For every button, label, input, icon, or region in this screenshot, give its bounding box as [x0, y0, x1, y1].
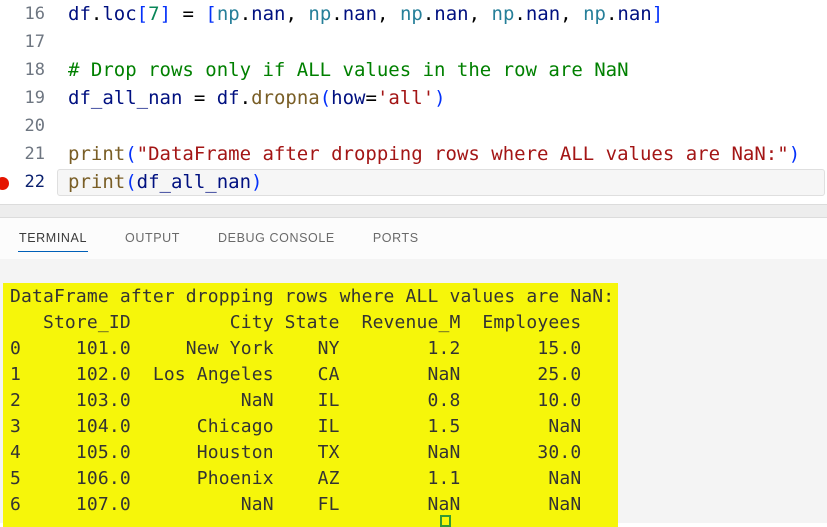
terminal-text: DataFrame after dropping rows where ALL … [10, 284, 614, 518]
code-text: print("DataFrame after dropping rows whe… [68, 143, 801, 165]
code-line-17[interactable]: 17 [0, 28, 827, 56]
current-line-highlight [57, 169, 825, 196]
code-line-21[interactable]: 21 print("DataFrame after dropping rows w… [0, 140, 827, 168]
terminal-line: 1 102.0 Los Angeles CA NaN 25.0 [10, 364, 582, 385]
line-number[interactable]: 19 [24, 88, 45, 108]
line-number[interactable]: 21 [24, 144, 45, 164]
code-text: # Drop rows only if ALL values in the ro… [68, 59, 629, 81]
terminal-cursor [440, 515, 451, 527]
tab-ports[interactable]: PORTS [372, 231, 419, 245]
editor-lines: 16 df.loc[7] = [np.nan, np.nan, np.nan, n… [0, 0, 827, 196]
terminal-selection-highlight [3, 283, 618, 527]
terminal-line: 5 106.0 Phoenix AZ 1.1 NaN [10, 468, 582, 489]
code-line-22[interactable]: 22 print(df_all_nan) [0, 168, 827, 196]
line-number[interactable]: 18 [24, 60, 45, 80]
code-line-18[interactable]: 18 # Drop rows only if ALL values in the … [0, 56, 827, 84]
code-text: df_all_nan = df.dropna(how='all') [68, 87, 446, 109]
code-text: print(df_all_nan) [68, 171, 263, 193]
tab-output[interactable]: OUTPUT [125, 231, 181, 245]
terminal-line: 6 107.0 NaN FL NaN NaN [10, 494, 582, 515]
terminal-line: 2 103.0 NaN IL 0.8 10.0 [10, 390, 582, 411]
line-number[interactable]: 17 [24, 32, 45, 52]
code-line-16[interactable]: 16 df.loc[7] = [np.nan, np.nan, np.nan, n… [0, 0, 827, 28]
terminal-line: 3 104.0 Chicago IL 1.5 NaN [10, 416, 582, 437]
terminal-line: Store_ID City State Revenue_M Employees [10, 312, 582, 333]
code-text: df.loc[7] = [np.nan, np.nan, np.nan, np.… [68, 3, 664, 25]
code-line-19[interactable]: 19 df_all_nan = df.dropna(how='all') [0, 84, 827, 112]
tab-terminal[interactable]: TERMINAL [18, 226, 89, 252]
tab-debug-console[interactable]: DEBUG CONSOLE [218, 231, 335, 245]
line-number[interactable]: 22 [24, 172, 45, 192]
code-editor[interactable]: 16 df.loc[7] = [np.nan, np.nan, np.nan, n… [0, 0, 827, 204]
editor-panel-divider[interactable] [0, 204, 827, 218]
terminal-line: DataFrame after dropping rows where ALL … [10, 286, 615, 307]
code-line-20[interactable]: 20 [0, 112, 827, 140]
line-number[interactable]: 16 [24, 4, 45, 24]
terminal-output[interactable]: DataFrame after dropping rows where ALL … [0, 259, 827, 527]
panel-tab-bar: TERMINAL OUTPUT DEBUG CONSOLE PORTS [0, 218, 827, 259]
line-number[interactable]: 20 [24, 116, 45, 136]
breakpoint-dot[interactable] [0, 177, 9, 190]
terminal-line: 4 105.0 Houston TX NaN 30.0 [10, 442, 582, 463]
bottom-panel: TERMINAL OUTPUT DEBUG CONSOLE PORTS DataFra… [0, 218, 827, 527]
terminal-line: 0 101.0 New York NY 1.2 15.0 [10, 338, 582, 359]
